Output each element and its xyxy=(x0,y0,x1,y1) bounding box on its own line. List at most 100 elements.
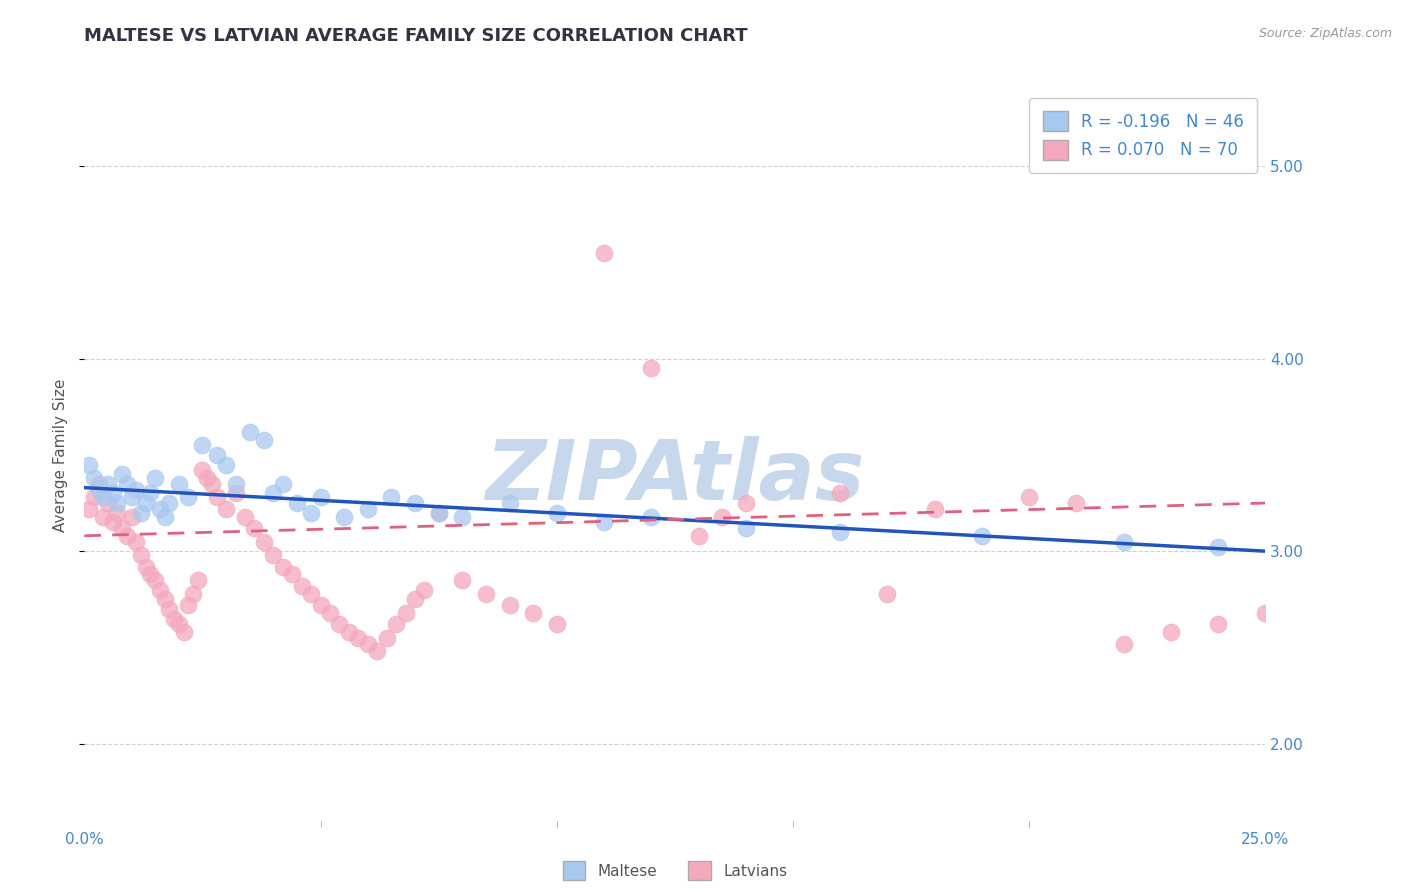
Point xyxy=(167,617,190,632)
Point xyxy=(129,506,152,520)
Point xyxy=(1160,625,1182,640)
Point xyxy=(225,486,247,500)
Point xyxy=(173,625,195,640)
Point xyxy=(970,529,993,543)
Point xyxy=(337,625,360,640)
Point xyxy=(427,506,450,520)
Point xyxy=(187,573,209,587)
Point xyxy=(271,559,294,574)
Point xyxy=(285,496,308,510)
Y-axis label: Average Family Size: Average Family Size xyxy=(53,378,69,532)
Point xyxy=(366,644,388,658)
Point xyxy=(121,509,143,524)
Point xyxy=(451,573,474,587)
Point xyxy=(299,586,322,600)
Point xyxy=(734,496,756,510)
Point xyxy=(309,490,332,504)
Point xyxy=(394,606,416,620)
Point xyxy=(309,598,332,612)
Point xyxy=(291,579,314,593)
Point xyxy=(215,458,238,472)
Point xyxy=(333,509,356,524)
Point xyxy=(153,509,176,524)
Point xyxy=(205,490,228,504)
Point xyxy=(380,490,402,504)
Point xyxy=(413,582,436,597)
Point xyxy=(91,490,114,504)
Point xyxy=(149,501,172,516)
Point xyxy=(593,516,616,530)
Point xyxy=(157,602,180,616)
Point xyxy=(149,582,172,597)
Point xyxy=(357,636,380,650)
Text: Source: ZipAtlas.com: Source: ZipAtlas.com xyxy=(1258,27,1392,40)
Point xyxy=(177,598,200,612)
Point xyxy=(357,501,380,516)
Point xyxy=(111,521,134,535)
Point xyxy=(385,617,408,632)
Point xyxy=(1112,534,1135,549)
Point xyxy=(177,490,200,504)
Text: MALTESE VS LATVIAN AVERAGE FAMILY SIZE CORRELATION CHART: MALTESE VS LATVIAN AVERAGE FAMILY SIZE C… xyxy=(84,27,748,45)
Point xyxy=(191,463,214,477)
Point xyxy=(181,586,204,600)
Point xyxy=(427,506,450,520)
Point xyxy=(1206,541,1229,555)
Point xyxy=(135,496,157,510)
Point xyxy=(201,476,224,491)
Point xyxy=(107,496,129,510)
Point xyxy=(215,501,238,516)
Point xyxy=(253,433,276,447)
Point xyxy=(640,509,662,524)
Point xyxy=(191,438,214,452)
Point xyxy=(1018,490,1040,504)
Point xyxy=(299,506,322,520)
Point xyxy=(129,548,152,562)
Point xyxy=(125,483,148,497)
Point xyxy=(319,606,342,620)
Point xyxy=(522,606,544,620)
Point xyxy=(101,486,124,500)
Point xyxy=(271,476,294,491)
Point xyxy=(115,529,138,543)
Point xyxy=(139,486,162,500)
Point xyxy=(711,509,734,524)
Point xyxy=(1066,496,1088,510)
Point xyxy=(640,361,662,376)
Point xyxy=(1206,617,1229,632)
Point xyxy=(830,524,852,539)
Point xyxy=(163,611,186,625)
Point xyxy=(83,490,105,504)
Point xyxy=(111,467,134,482)
Point xyxy=(876,586,898,600)
Point xyxy=(153,592,176,607)
Point xyxy=(281,567,304,582)
Point xyxy=(233,509,256,524)
Point xyxy=(924,501,946,516)
Point xyxy=(593,245,616,260)
Point xyxy=(77,458,100,472)
Legend: Maltese, Latvians: Maltese, Latvians xyxy=(557,855,793,886)
Point xyxy=(139,567,162,582)
Point xyxy=(347,631,370,645)
Point xyxy=(87,476,110,491)
Point xyxy=(262,486,284,500)
Point xyxy=(205,448,228,462)
Point xyxy=(262,548,284,562)
Point xyxy=(475,586,498,600)
Point xyxy=(77,501,100,516)
Point xyxy=(546,506,568,520)
Point xyxy=(195,471,218,485)
Point xyxy=(253,534,276,549)
Point xyxy=(91,509,114,524)
Point xyxy=(101,516,124,530)
Text: ZIPAtlas: ZIPAtlas xyxy=(485,436,865,517)
Point xyxy=(87,483,110,497)
Point xyxy=(115,476,138,491)
Point xyxy=(97,496,120,510)
Point xyxy=(167,476,190,491)
Point xyxy=(404,592,426,607)
Point xyxy=(451,509,474,524)
Point xyxy=(143,471,166,485)
Point xyxy=(121,490,143,504)
